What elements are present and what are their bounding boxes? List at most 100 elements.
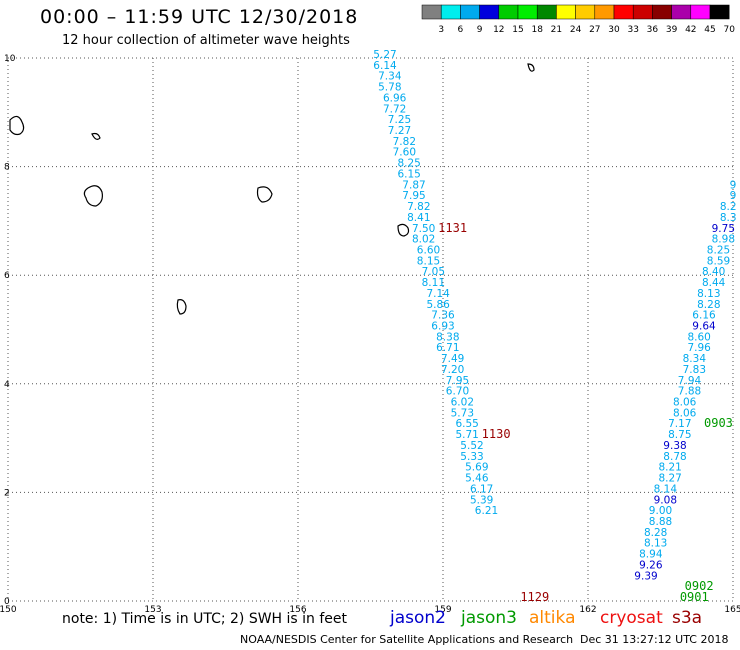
wave-height-point: 8.25 <box>707 244 730 256</box>
wave-height-point: 9.00 <box>649 505 672 517</box>
y-tick-label: 4 <box>4 380 10 390</box>
wave-height-point: 5.33 <box>460 451 483 463</box>
wave-height-point: 8.75 <box>668 429 691 441</box>
wave-height-point: 8.44 <box>702 277 726 289</box>
wave-height-point: 8.13 <box>697 288 720 300</box>
legend-swatch <box>709 4 730 20</box>
wave-height-point: 8.28 <box>697 299 720 311</box>
wave-height-point: 8.88 <box>649 516 672 528</box>
wave-height-point: 7.83 <box>683 364 706 376</box>
wave-height-point: 6.16 <box>692 310 716 322</box>
wave-height-point: 6.71 <box>436 342 459 354</box>
time-label: 1130 <box>482 427 511 441</box>
legend-label: 42 <box>685 25 696 35</box>
grid <box>7 57 734 602</box>
wave-height-point: 7.27 <box>388 125 411 137</box>
wave-height-point: 8.13 <box>644 538 667 550</box>
legend-label: 24 <box>570 25 582 35</box>
wave-height-point: 9.08 <box>654 494 677 506</box>
legend-swatch <box>575 4 596 20</box>
satellite-cryosat: cryosat <box>600 608 663 628</box>
wave-height-point: 7.96 <box>687 342 711 354</box>
x-tick-label: 156 <box>289 605 306 615</box>
satellite-jason3: jason3 <box>461 608 517 628</box>
wave-height-point: 6.55 <box>455 418 478 430</box>
wave-height-point: 9 <box>730 190 737 202</box>
wave-height-point: 6.14 <box>373 60 397 72</box>
legend-label: 30 <box>608 25 620 35</box>
wave-height-point: 7.14 <box>426 288 450 300</box>
island-outline <box>83 185 103 207</box>
legend-label: 18 <box>531 25 543 35</box>
legend-label: 36 <box>647 25 659 35</box>
y-tick-label: 10 <box>4 54 16 64</box>
time-label: 1131 <box>438 221 467 235</box>
x-tick-label: 153 <box>144 605 161 615</box>
wave-height-point: 9.75 <box>712 223 735 235</box>
footnote: note: 1) Time is in UTC; 2) SWH is in fe… <box>62 611 348 627</box>
wave-height-point: 7.95 <box>402 190 425 202</box>
wave-height-point: 5.52 <box>460 440 483 452</box>
wave-height-point: 8.02 <box>412 234 435 246</box>
wave-height-point: 8.2 <box>720 201 737 213</box>
y-tick-label: 8 <box>4 163 10 173</box>
legend-swatch <box>594 4 615 20</box>
wave-height-point: 8.98 <box>712 234 735 246</box>
x-tick-label: 150 <box>0 605 17 615</box>
legend-label: 9 <box>477 25 483 35</box>
legend-label: 70 <box>723 25 735 35</box>
wave-height-point: 8.27 <box>658 473 681 485</box>
satellite-jason2: jason2 <box>390 608 446 628</box>
legend-swatch <box>421 4 442 20</box>
legend-swatch <box>517 4 538 20</box>
chart-subtitle: 12 hour collection of altimeter wave hei… <box>62 33 350 48</box>
legend-label: 27 <box>589 25 600 35</box>
wave-height-point: 9.39 <box>634 570 657 582</box>
wave-height-point: 7.05 <box>422 266 445 278</box>
chart-title: 00:00 – 11:59 UTC 12/30/2018 <box>40 6 359 28</box>
wave-height-point: 7.25 <box>388 114 411 126</box>
wave-height-point: 9 <box>730 179 737 191</box>
legend-label: 33 <box>627 25 638 35</box>
wave-height-point: 8.06 <box>673 407 697 419</box>
wave-height-point: 8.34 <box>683 353 707 365</box>
wave-height-point: 9.38 <box>663 440 686 452</box>
wave-height-point: 8.28 <box>644 527 667 539</box>
wave-height-point: 7.60 <box>393 147 416 159</box>
wave-height-point: 7.50 <box>412 223 435 235</box>
wave-height-point: 7.49 <box>441 353 464 365</box>
time-label: 0902 <box>685 579 714 593</box>
wave-height-point: 8.06 <box>673 397 697 409</box>
wave-height-point: 8.15 <box>417 255 440 267</box>
wave-height-point: 7.88 <box>678 386 701 398</box>
wave-height-point: 8.11 <box>422 277 445 289</box>
wave-height-point: 6.93 <box>431 321 454 333</box>
time-label: 1129 <box>520 590 549 604</box>
legend-swatch <box>690 4 711 20</box>
island-outline <box>9 115 25 136</box>
wave-height-point: 7.36 <box>431 310 455 322</box>
legend-swatch <box>632 4 653 20</box>
wave-height-point: 8.38 <box>436 331 459 343</box>
legend-swatch <box>460 4 480 20</box>
wave-height-point: 8.78 <box>663 451 686 463</box>
y-tick-label: 6 <box>4 271 10 281</box>
wave-height-point: 5.73 <box>451 407 474 419</box>
wave-height-point: 8.59 <box>707 255 730 267</box>
legend-label: 3 <box>438 25 444 35</box>
satellite-s3a: s3a <box>672 608 703 628</box>
x-tick-label: 162 <box>579 605 596 615</box>
wave-height-point: 5.71 <box>455 429 478 441</box>
legend-label: 6 <box>458 25 464 35</box>
wave-height-point: 9.26 <box>639 559 663 571</box>
plot-frame <box>7 57 734 602</box>
satellite-altika: altika <box>529 608 576 628</box>
wave-height-point: 8.21 <box>658 462 681 474</box>
legend-label: 39 <box>666 25 678 35</box>
wave-height-point: 7.95 <box>446 375 469 387</box>
time-label: 0901 <box>680 590 709 604</box>
legend-swatch <box>613 4 634 20</box>
y-tick-label: 2 <box>4 488 10 498</box>
